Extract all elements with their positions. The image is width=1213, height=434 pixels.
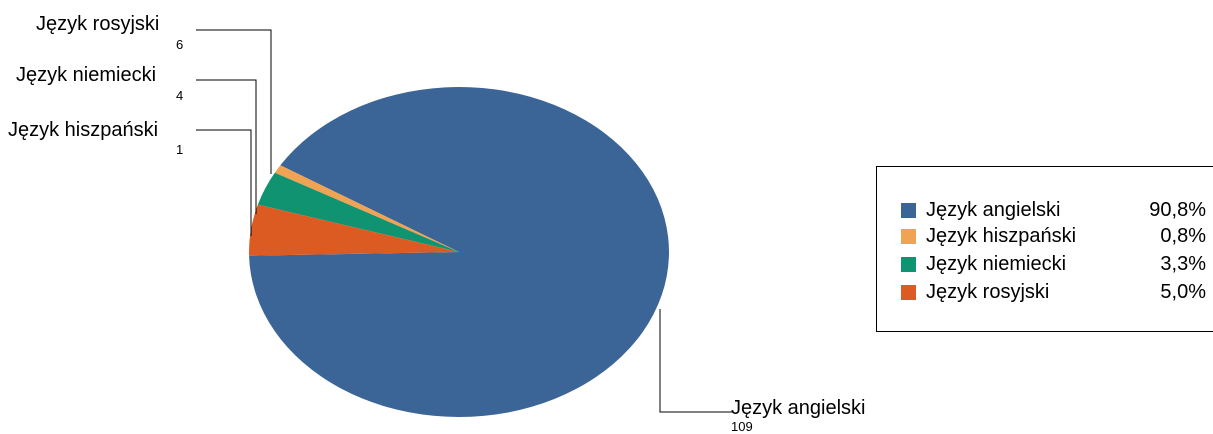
legend-item-name: Język angielski [926, 199, 1061, 221]
data-label-name-3: Język rosyjski [36, 13, 159, 35]
legend-swatch [901, 203, 916, 218]
legend-item-percent: 3,3% [1160, 253, 1206, 275]
leader-line-1 [196, 129, 252, 236]
legend-item-hiszpanski: Język hiszpański 0,8% [901, 223, 1206, 249]
pie-slice-niemiecki [257, 172, 459, 252]
legend-item-rosyjski: Język rosyjski 5,0% [901, 279, 1206, 305]
pie-slice-hiszpanski [274, 165, 459, 252]
legend-item-percent: 90,8% [1149, 199, 1206, 221]
legend-item-percent: 0,8% [1160, 225, 1206, 247]
data-label-name-0: Język angielski [731, 397, 866, 419]
data-label-name-1: Język hiszpański [8, 119, 158, 141]
legend-item-name: Język hiszpański [926, 225, 1077, 247]
legend-swatch [901, 229, 916, 244]
pie-slice-angielski [249, 87, 669, 418]
leader-line-2 [196, 79, 257, 214]
data-label-name-2: Język niemiecki [16, 64, 156, 86]
leader-line-3 [196, 29, 272, 174]
data-label-value-3: 6 [176, 37, 183, 52]
legend-swatch [901, 257, 916, 272]
legend-item-name: Język niemiecki [926, 253, 1067, 275]
legend-swatch [901, 285, 916, 300]
data-label-value-0: 109 [731, 419, 753, 434]
data-label-value-1: 1 [176, 142, 183, 157]
pie-slice-rosyjski [248, 204, 459, 256]
legend-item-niemiecki: Język niemiecki 3,3% [901, 251, 1206, 277]
leader-line-0 [659, 309, 732, 413]
legend-item-percent: 5,0% [1160, 281, 1206, 303]
legend-item-name: Język rosyjski [926, 281, 1050, 303]
data-label-value-2: 4 [176, 88, 183, 103]
legend-item-angielski: Język angielski 90,8% [901, 197, 1206, 223]
legend: Język angielski 90,8% Język hiszpański 0… [876, 166, 1213, 332]
